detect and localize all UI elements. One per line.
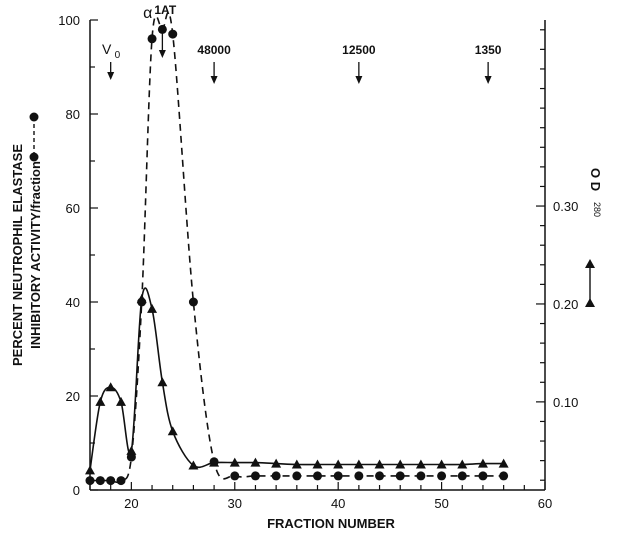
series-1-point xyxy=(457,471,467,481)
series-1-point xyxy=(95,476,105,486)
series-1-point xyxy=(188,297,198,307)
series-2-point xyxy=(477,458,488,468)
series-1-point xyxy=(313,471,322,481)
series-1-point xyxy=(116,476,126,486)
legend-right-triangle-bottom xyxy=(585,298,595,307)
series-2-point xyxy=(188,460,199,470)
y-tick-label: 100 xyxy=(58,13,80,28)
marker-arrowhead xyxy=(484,76,492,84)
series-2-point xyxy=(415,459,426,469)
marker-label: 48000 xyxy=(197,43,231,57)
series-2-point xyxy=(374,459,385,469)
axes: 20 30 40 50 60 0 20 40 60 80 100 0.10 0.20 0.30 xyxy=(58,13,578,511)
series-1-line xyxy=(90,11,504,484)
series-2-point xyxy=(498,458,509,468)
x-tick-label: 40 xyxy=(331,496,345,511)
series-2-point xyxy=(333,459,344,469)
series-2-point xyxy=(85,465,95,475)
series-2-line xyxy=(89,287,504,471)
series-1-point xyxy=(395,471,405,481)
markers-layer: V 0 α 1AT 48000 12500 1350 xyxy=(102,3,502,84)
marker-arrowhead xyxy=(355,76,363,84)
legend-right xyxy=(585,259,595,307)
y-tick-label: 0 xyxy=(73,483,80,498)
marker-label: V xyxy=(102,41,112,57)
series-1-point xyxy=(250,471,260,481)
series-2-point xyxy=(105,382,116,392)
series-1-point xyxy=(333,471,343,481)
series-1-point xyxy=(416,471,426,481)
series-2-point xyxy=(353,459,364,469)
series-1-point xyxy=(478,471,488,481)
series-2-point xyxy=(250,457,261,467)
series-2-point xyxy=(291,459,302,469)
x-tick-label: 30 xyxy=(228,496,242,511)
y2-tick-label: 0.10 xyxy=(553,395,578,410)
legend-left-circle-top xyxy=(29,112,39,122)
x-tick-label: 60 xyxy=(538,496,552,511)
series-2-point xyxy=(209,457,220,467)
series-2-point xyxy=(229,457,240,467)
series-2-point xyxy=(167,426,178,436)
x-tick-label: 50 xyxy=(434,496,448,511)
series-1-point xyxy=(437,471,447,481)
y2-tick-label: 0.20 xyxy=(553,297,578,312)
marker-label: α xyxy=(143,5,152,22)
series-2-point xyxy=(136,294,147,304)
series-1-point xyxy=(147,34,157,44)
marker-label-sup: 1AT xyxy=(154,3,176,17)
y-tick-label: 20 xyxy=(66,389,80,404)
marker-label-sub: 0 xyxy=(115,50,121,61)
legend-left-circle-bottom xyxy=(29,152,39,162)
series-2-point xyxy=(95,396,106,406)
x-tick-label: 20 xyxy=(124,496,138,511)
series-2-point xyxy=(126,445,137,455)
series-1-point xyxy=(230,471,240,481)
y2-axis-title-sub: 280 xyxy=(592,202,602,217)
y2-axis-title-main: O D xyxy=(588,168,603,191)
series-1-point xyxy=(354,471,364,481)
series-2-point xyxy=(147,303,158,313)
series-1-point xyxy=(168,29,178,39)
series-1-point xyxy=(106,476,116,486)
series-1-point xyxy=(271,471,281,481)
y-tick-label: 40 xyxy=(66,295,80,310)
series-2-point xyxy=(157,377,168,387)
series-2-point xyxy=(271,458,282,468)
series-2-point xyxy=(457,459,468,469)
y-tick-label: 80 xyxy=(66,107,80,122)
series-1-point xyxy=(499,471,509,481)
y-axis-title-line1: PERCENT NEUTROPHIL ELASTASE xyxy=(10,144,25,366)
y-axis-title-line2: INHIBITORY ACTIVITY/fraction xyxy=(28,161,43,349)
x-axis-title: FRACTION NUMBER xyxy=(267,516,395,531)
series-1-point xyxy=(375,471,385,481)
series-2-point xyxy=(395,459,406,469)
y-tick-label: 60 xyxy=(66,201,80,216)
series-2-point xyxy=(116,396,127,406)
series-1-point xyxy=(126,452,136,462)
series-1-point xyxy=(85,476,95,486)
series-1-point xyxy=(292,471,302,481)
marker-label: 12500 xyxy=(342,43,376,57)
marker-arrowhead xyxy=(107,72,115,80)
marker-arrowhead xyxy=(210,76,218,84)
series-2-point xyxy=(312,459,323,469)
y2-tick-label: 0.30 xyxy=(553,199,578,214)
legend-right-triangle-top xyxy=(585,259,595,268)
series-layer xyxy=(85,11,509,486)
series-2-point xyxy=(436,459,447,469)
marker-label: 1350 xyxy=(475,43,502,57)
marker-arrowhead xyxy=(158,50,166,58)
legend-left xyxy=(29,112,39,162)
y2-axis-title: O D 280 xyxy=(588,168,603,217)
